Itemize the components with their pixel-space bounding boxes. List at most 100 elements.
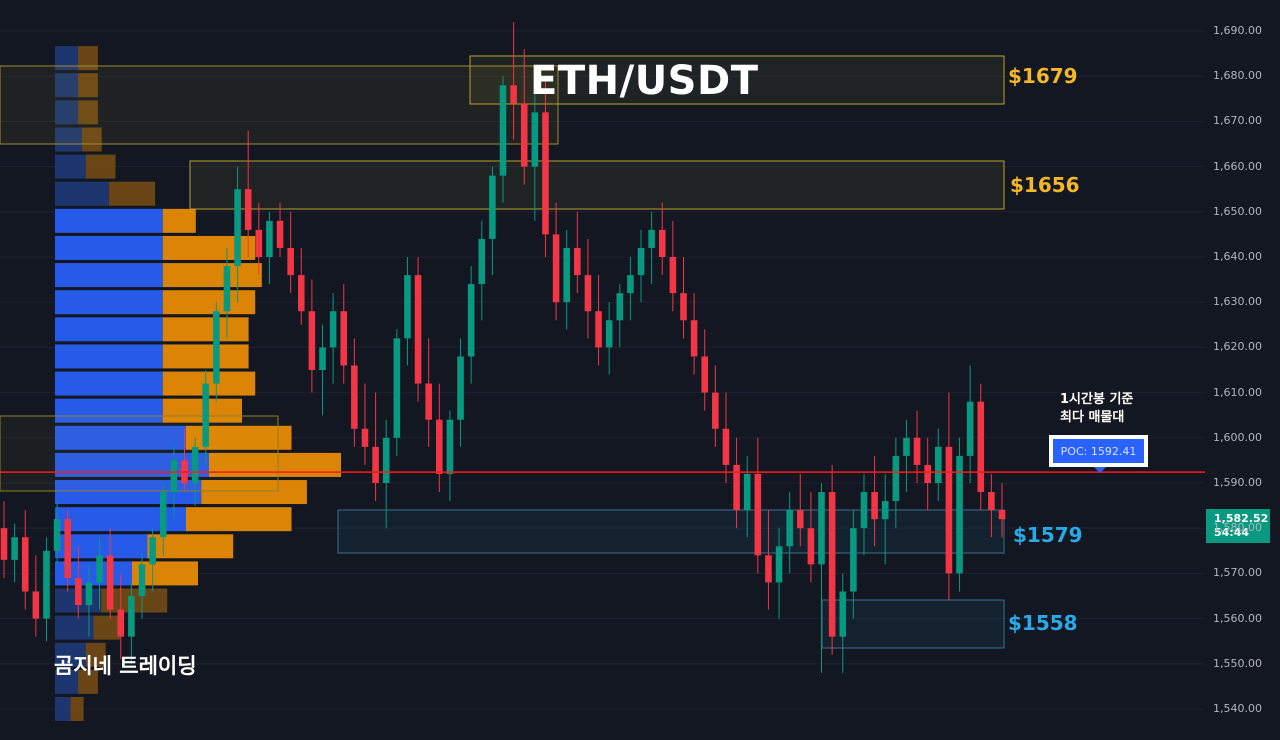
candle-body [935, 446, 942, 483]
level-label-1579: $1579 [1013, 523, 1083, 547]
candle-body [637, 247, 645, 276]
candle-body [818, 492, 825, 565]
candle-body [372, 446, 379, 483]
y-tick-label: 1,580.00 [1213, 521, 1262, 535]
current-price: 1,582.52 [1214, 512, 1269, 525]
candle-body [743, 473, 751, 511]
vp-sell-bar [162, 317, 249, 342]
candle-body [43, 550, 50, 619]
candle-body [796, 510, 804, 529]
candle-body [998, 510, 1006, 520]
vp-sell-bar [78, 46, 98, 71]
vp-buy-bar [55, 181, 109, 206]
vp-sell-bar [70, 697, 84, 721]
chart-title: ETH/USDT [530, 58, 759, 104]
candle-body [32, 591, 40, 619]
candle-body [382, 437, 390, 483]
y-tick-label: 1,640.00 [1213, 250, 1262, 263]
candle-body [138, 564, 146, 596]
candle-body [648, 229, 655, 248]
y-tick-label: 1,650.00 [1213, 204, 1262, 218]
candle-body [510, 85, 517, 104]
candle-body [53, 519, 61, 551]
zone-box-1679 [469, 55, 1005, 105]
candle-body [202, 383, 210, 447]
level-zones [0, 55, 1005, 649]
y-tick-label: 1,620.00 [1213, 340, 1262, 354]
candle-body [159, 492, 167, 538]
vp-buy-bar [55, 615, 94, 640]
candle-body [425, 383, 432, 420]
vp-sell-bar [162, 208, 196, 233]
vp-buy-bar [55, 127, 82, 152]
vp-sell-bar [85, 154, 116, 179]
y-tick-label: 1,690.00 [1213, 24, 1262, 37]
candle-body [680, 293, 687, 321]
current-price-tag: 1,582.52 54:44 [1206, 509, 1270, 543]
candle-body [467, 284, 475, 357]
zone-box-1558 [821, 599, 1005, 649]
zone-box [0, 415, 279, 492]
vp-buy-bar [55, 100, 79, 125]
poc-annotation-line2: 최다 매물대 [1060, 410, 1125, 425]
candle-body [0, 528, 8, 560]
candle-body [361, 428, 369, 447]
candle-body [871, 492, 878, 520]
candle-body [457, 356, 464, 420]
vp-sell-bar [108, 181, 156, 206]
candle-body [977, 401, 985, 493]
price-axis[interactable] [1205, 0, 1280, 740]
candle-body [690, 320, 698, 357]
vp-buy-bar [55, 46, 79, 71]
vp-sell-bar [209, 452, 341, 477]
candle-body [319, 347, 326, 370]
vp-buy-bar [55, 371, 163, 396]
candle-body [436, 419, 443, 474]
candle-body [924, 464, 931, 483]
volume-profile [55, 46, 341, 721]
candle-body [266, 220, 273, 257]
candle-body [765, 555, 772, 583]
poc-annotation: 1시간봉 기준 최다 매물대 [1060, 391, 1133, 427]
candle-body [489, 175, 496, 239]
candle-body [64, 519, 71, 578]
vp-buy-bar [55, 290, 163, 315]
candle-body [117, 609, 125, 637]
candle-body [988, 492, 995, 511]
candle-body [605, 320, 613, 348]
candle-body [308, 311, 316, 370]
poc-pointer-icon [1094, 467, 1106, 473]
candle-body [712, 392, 719, 429]
candle-body [276, 220, 284, 248]
candle-body [966, 401, 974, 456]
vp-sell-bar [78, 100, 98, 125]
candle-body [574, 247, 581, 276]
y-tick-label: 1,670.00 [1213, 114, 1262, 128]
candle-body [584, 275, 592, 312]
candle-body [170, 460, 178, 493]
brand-watermark: 곰지네 트레이딩 [54, 654, 197, 678]
candle-body [191, 446, 199, 483]
candle-body [297, 275, 305, 312]
candle-body [807, 528, 815, 565]
vp-buy-bar [55, 208, 163, 233]
level-label-1679: $1679 [1008, 64, 1078, 88]
vp-buy-bar [55, 425, 186, 450]
zone-box [0, 65, 559, 145]
y-tick-label: 1,540.00 [1213, 702, 1262, 715]
candle-body [945, 446, 953, 574]
candle-body [563, 247, 570, 303]
vp-buy-bar [55, 697, 71, 721]
candle-body [128, 596, 135, 637]
vp-sell-bar [162, 290, 256, 315]
candle-body [96, 555, 103, 583]
candle-body [913, 437, 921, 465]
candle-body [414, 275, 422, 384]
candle-body [351, 365, 358, 429]
y-tick-label: 1,660.00 [1213, 159, 1262, 173]
vp-buy-bar [55, 669, 79, 694]
candle-body [775, 546, 783, 583]
candle-body [722, 428, 730, 465]
candle-body [404, 275, 411, 339]
